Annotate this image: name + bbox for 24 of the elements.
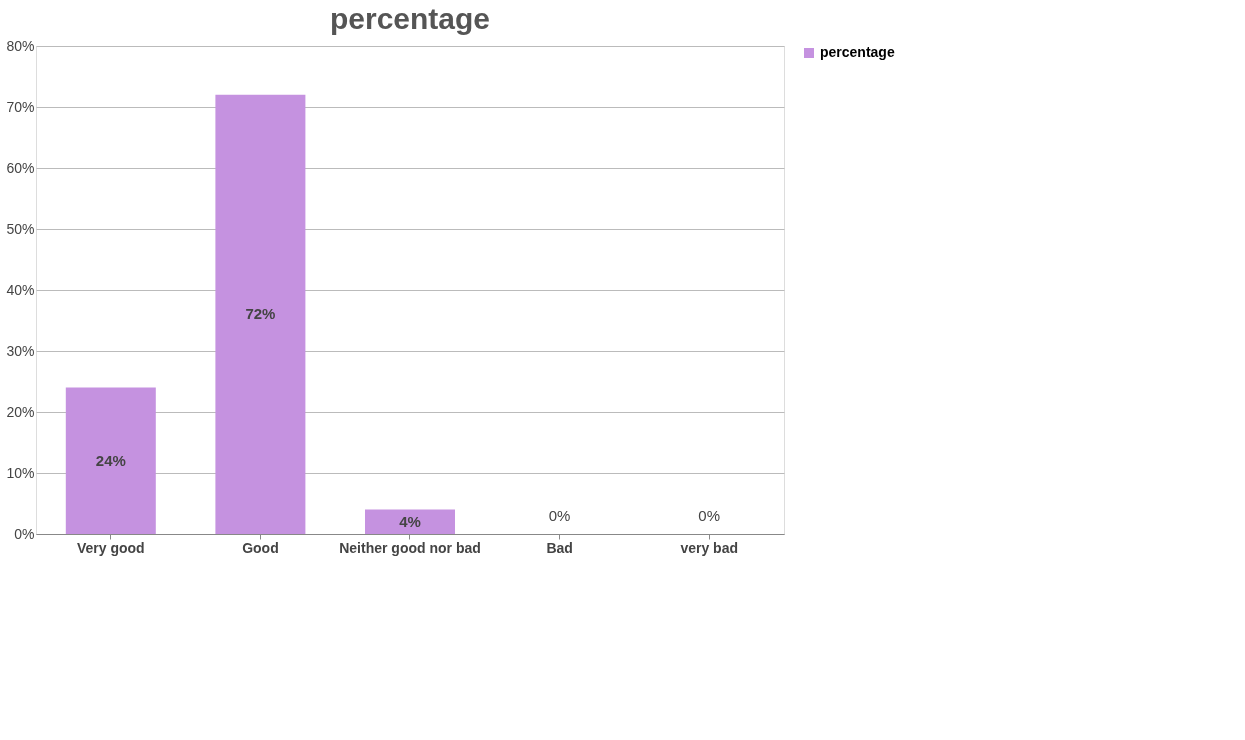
x-tick-label: Good — [242, 539, 279, 556]
legend-label: percentage — [820, 44, 895, 60]
bar — [215, 94, 306, 534]
data-label: 0% — [698, 507, 721, 524]
y-tick-label: 20% — [6, 403, 35, 420]
y-tick-label: 80% — [6, 37, 35, 54]
bar — [65, 387, 156, 534]
x-tick-label: Neither good nor bad — [339, 539, 481, 556]
bar — [365, 509, 455, 534]
y-tick-label: 50% — [6, 220, 35, 237]
data-label: 0% — [548, 507, 571, 524]
x-tick-label: Very good — [76, 539, 145, 556]
y-tick-label: 0% — [14, 525, 35, 542]
y-tick-label: 10% — [6, 464, 35, 481]
x-tick-label: very bad — [680, 539, 738, 556]
y-tick-label: 30% — [6, 342, 35, 359]
y-tick-label: 70% — [6, 98, 35, 115]
x-tick-label: Bad — [546, 539, 573, 556]
data-label: 24% — [95, 451, 126, 469]
chart-title: percentage — [329, 2, 491, 35]
data-label: 72% — [245, 305, 276, 323]
y-tick-label: 40% — [6, 281, 35, 298]
data-label: 4% — [399, 512, 421, 530]
y-tick-label: 60% — [6, 159, 35, 176]
